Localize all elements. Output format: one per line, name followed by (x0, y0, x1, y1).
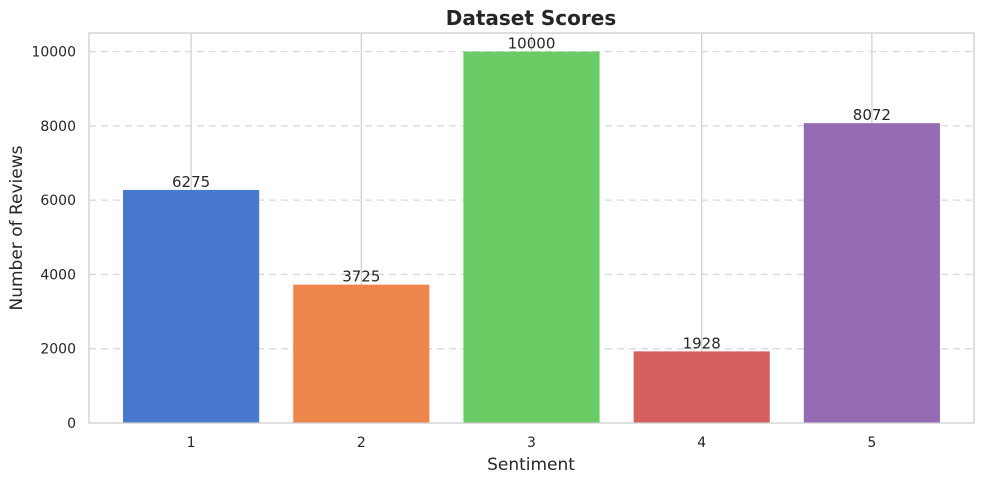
bars (123, 51, 940, 423)
y-tick-label: 8000 (40, 119, 76, 135)
y-tick-label: 4000 (40, 267, 76, 283)
bar-value-label: 6275 (172, 173, 210, 191)
bar-value-label: 10000 (508, 35, 556, 53)
x-tick-label: 2 (357, 435, 366, 451)
bar-3 (463, 51, 600, 423)
x-tick-label: 1 (187, 435, 196, 451)
x-tick-label: 4 (697, 435, 706, 451)
x-axis-label: Sentiment (487, 455, 575, 475)
bar-value-label: 3725 (342, 268, 380, 286)
y-tick-label: 2000 (40, 342, 76, 358)
y-tick-label: 0 (67, 416, 76, 432)
x-tick-label: 5 (867, 435, 876, 451)
x-tick-label: 3 (527, 435, 536, 451)
bar-value-label: 1928 (683, 334, 721, 352)
bar-value-labels: 6275 3725 10000 1928 8072 (172, 35, 891, 353)
x-axis-ticks: 1 2 3 4 5 (187, 435, 877, 451)
bar-5 (803, 123, 940, 423)
y-axis-label: Number of Reviews (7, 145, 27, 310)
chart-title: Dataset Scores (446, 6, 616, 30)
bar-2 (293, 284, 430, 423)
bar-4 (633, 351, 770, 423)
bar-1 (123, 189, 260, 423)
bar-value-label: 8072 (853, 106, 891, 124)
plot-frame (88, 32, 975, 424)
y-axis-ticks: 0 2000 4000 6000 8000 10000 (31, 45, 76, 432)
y-tick-label: 6000 (40, 193, 76, 209)
y-tick-label: 10000 (31, 45, 76, 61)
